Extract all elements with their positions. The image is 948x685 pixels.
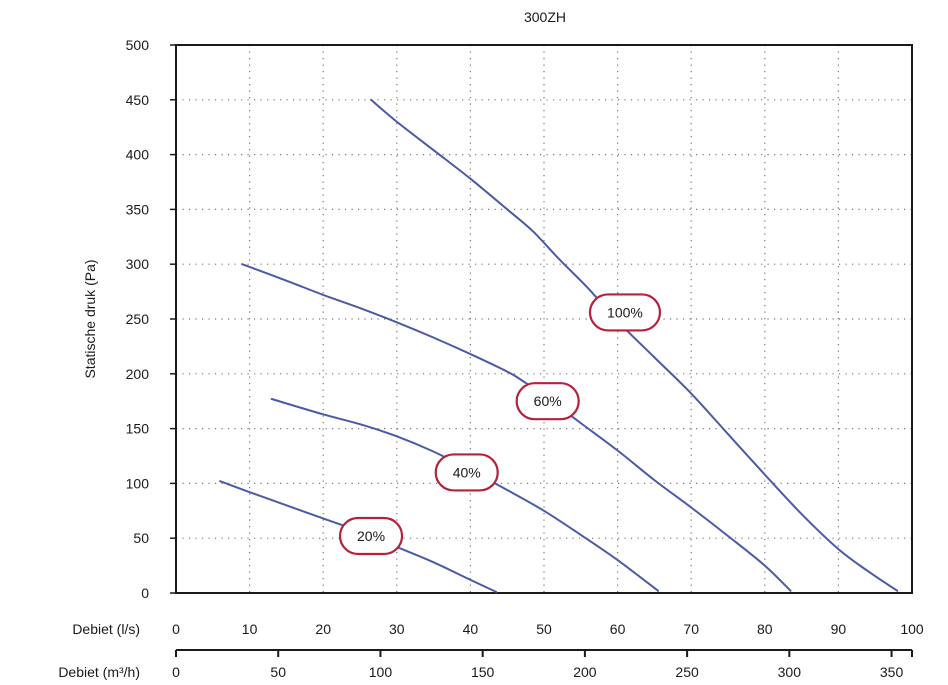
y-axis-label: Statische druk (Pa) (82, 259, 98, 378)
y-tick-label: 300 (126, 256, 150, 272)
curve-label-pill (588, 293, 662, 332)
x-tick-label-ls: 60 (610, 621, 626, 637)
curve-label-40pct: 40% (434, 453, 499, 492)
x-axis-m3h: 0 50 100 150 200 250 300 350 Debiet (m³/h) (58, 649, 913, 680)
curve-label-text: 20% (357, 528, 385, 544)
curve-label-pill (338, 516, 404, 556)
curve-label-pill (434, 453, 499, 492)
x-tick-label-ls: 20 (315, 621, 331, 637)
y-tick-label: 350 (126, 201, 150, 217)
x-tick-label-m3h: 100 (369, 664, 393, 680)
curve-label-60pct: 60% (515, 382, 580, 421)
y-tick-label: 0 (141, 585, 149, 601)
curve-label-100pct: 100% (588, 293, 662, 332)
x-tick-label-m3h: 0 (172, 664, 180, 680)
y-tick-label: 50 (133, 530, 149, 546)
y-tick-label: 500 (126, 37, 150, 53)
x-tick-label-ls: 80 (757, 621, 773, 637)
x-tick-label-ls: 70 (683, 621, 699, 637)
grid (176, 45, 912, 593)
curve-labels: 100% 60% 40% 20% (338, 293, 662, 556)
x-tick-label-m3h: 150 (471, 664, 495, 680)
y-tick-label: 100 (126, 475, 150, 491)
x-tick-label-m3h: 250 (675, 664, 699, 680)
x-tick-label-ls: 0 (172, 621, 180, 637)
series-group (219, 98, 899, 593)
x-axis-ls-label: Debiet (l/s) (72, 621, 140, 637)
curve-label-20pct: 20% (338, 516, 404, 556)
y-tick-label: 250 (126, 311, 150, 327)
y-tick-label: 150 (126, 421, 150, 437)
y-tick-label: 200 (126, 366, 150, 382)
x-tick-label-ls: 90 (831, 621, 847, 637)
curve-label-text: 40% (453, 464, 481, 480)
x-axis-m3h-label: Debiet (m³/h) (58, 664, 140, 680)
x-tick-label-m3h: 350 (880, 664, 904, 680)
series-line-40pct (270, 398, 660, 592)
y-tick-label: 400 (126, 147, 150, 163)
series-line-60pct (241, 263, 792, 592)
curve-label-text: 60% (534, 393, 562, 409)
x-tick-label-m3h: 50 (270, 664, 286, 680)
x-tick-label-ls: 30 (389, 621, 405, 637)
curve-label-text: 100% (607, 304, 643, 320)
y-axis: 0 50 100 150 200 250 300 350 400 450 500 (126, 37, 176, 601)
y-tick-label: 450 (126, 92, 150, 108)
x-tick-label-m3h: 200 (573, 664, 597, 680)
x-tick-label-ls: 100 (900, 621, 924, 637)
x-tick-label-ls: 40 (463, 621, 479, 637)
x-tick-label-m3h: 300 (778, 664, 802, 680)
curve-label-pill (515, 382, 580, 421)
x-tick-label-ls: 50 (536, 621, 552, 637)
x-tick-label-ls: 10 (242, 621, 258, 637)
chart-title: 300ZH (524, 9, 566, 25)
x-axis-ls: Debiet (l/s) 0 10 20 30 40 50 60 70 80 90 100 (72, 621, 924, 637)
